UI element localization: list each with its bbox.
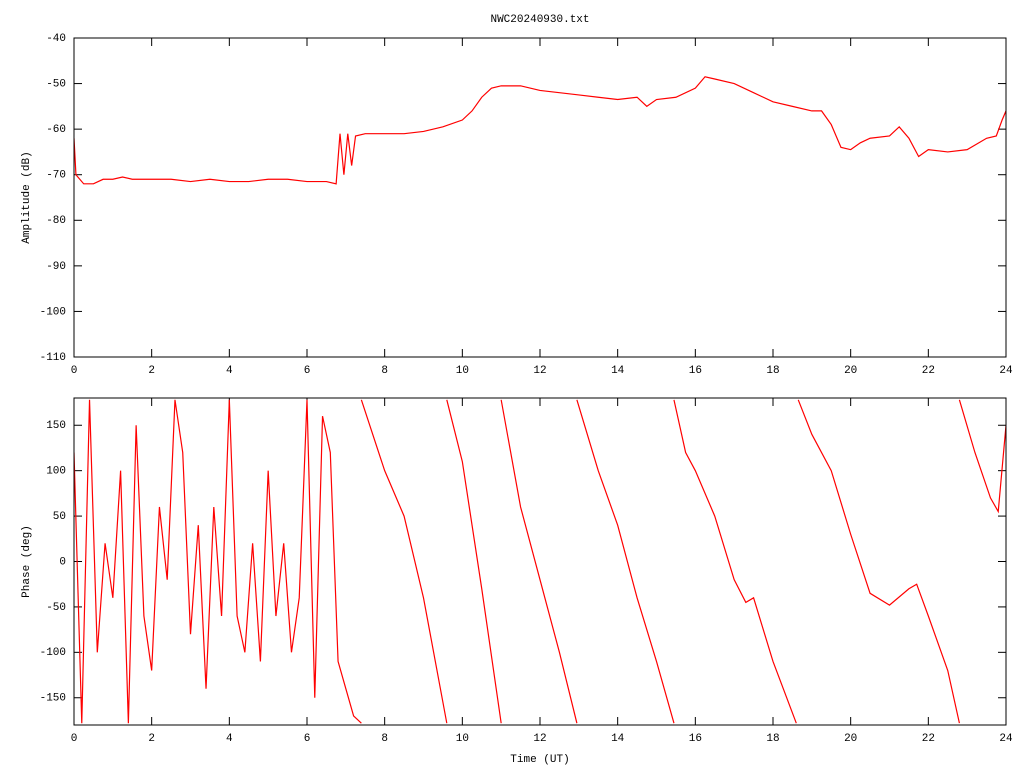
y-tick-label: -50 — [46, 602, 66, 614]
x-tick-label: 0 — [71, 733, 78, 745]
y-tick-label: -60 — [46, 124, 66, 136]
y-tick-label: -100 — [40, 647, 66, 659]
plot-frame — [73, 397, 1007, 726]
x-tick-label: 0 — [71, 365, 78, 377]
y-tick-label: 150 — [46, 420, 66, 432]
x-tick-label: 8 — [381, 365, 388, 377]
x-tick-label: 24 — [999, 733, 1013, 745]
x-tick-label: 6 — [304, 365, 311, 377]
data-line — [500, 399, 578, 724]
y-axis-label: Amplitude (dB) — [21, 151, 33, 243]
x-tick-label: 6 — [304, 733, 311, 745]
x-tick-label: 20 — [844, 733, 857, 745]
x-tick-label: 20 — [844, 365, 857, 377]
x-tick-label: 24 — [999, 365, 1013, 377]
data-line — [446, 399, 502, 724]
y-tick-label: 0 — [59, 556, 66, 568]
data-line — [958, 399, 1006, 514]
x-tick-label: 8 — [381, 733, 388, 745]
y-tick-label: -90 — [46, 261, 66, 273]
data-line — [74, 399, 362, 724]
data-line — [673, 399, 797, 724]
x-tick-label: 22 — [922, 365, 935, 377]
y-tick-label: 100 — [46, 466, 66, 478]
x-tick-label: 12 — [533, 365, 546, 377]
x-tick-label: 14 — [611, 733, 625, 745]
y-tick-label: -80 — [46, 215, 66, 227]
y-tick-label: -70 — [46, 170, 66, 182]
y-tick-label: -110 — [40, 352, 66, 364]
data-line — [74, 76, 1006, 185]
x-tick-label: 2 — [148, 365, 155, 377]
x-tick-label: 12 — [533, 733, 546, 745]
x-tick-label: 22 — [922, 733, 935, 745]
data-line — [797, 399, 960, 724]
x-tick-label: 4 — [226, 733, 233, 745]
x-tick-label: 14 — [611, 365, 625, 377]
y-tick-label: -50 — [46, 78, 66, 90]
x-tick-label: 10 — [456, 733, 469, 745]
chart-title: NWC20240930.txt — [490, 14, 589, 26]
x-tick-label: 18 — [766, 365, 779, 377]
y-tick-label: 50 — [53, 511, 66, 523]
x-tick-label: 16 — [689, 733, 702, 745]
x-tick-label: 16 — [689, 365, 702, 377]
plot-frame — [73, 37, 1007, 358]
y-tick-label: -100 — [40, 306, 66, 318]
x-tick-label: 4 — [226, 365, 233, 377]
x-tick-label: 2 — [148, 733, 155, 745]
x-axis-label: Time (UT) — [510, 754, 569, 766]
y-tick-label: -150 — [40, 693, 66, 705]
data-line — [576, 399, 675, 724]
data-line — [360, 399, 448, 724]
x-tick-label: 18 — [766, 733, 779, 745]
x-tick-label: 10 — [456, 365, 469, 377]
y-axis-label: Phase (deg) — [21, 525, 33, 598]
y-tick-label: -40 — [46, 33, 66, 45]
